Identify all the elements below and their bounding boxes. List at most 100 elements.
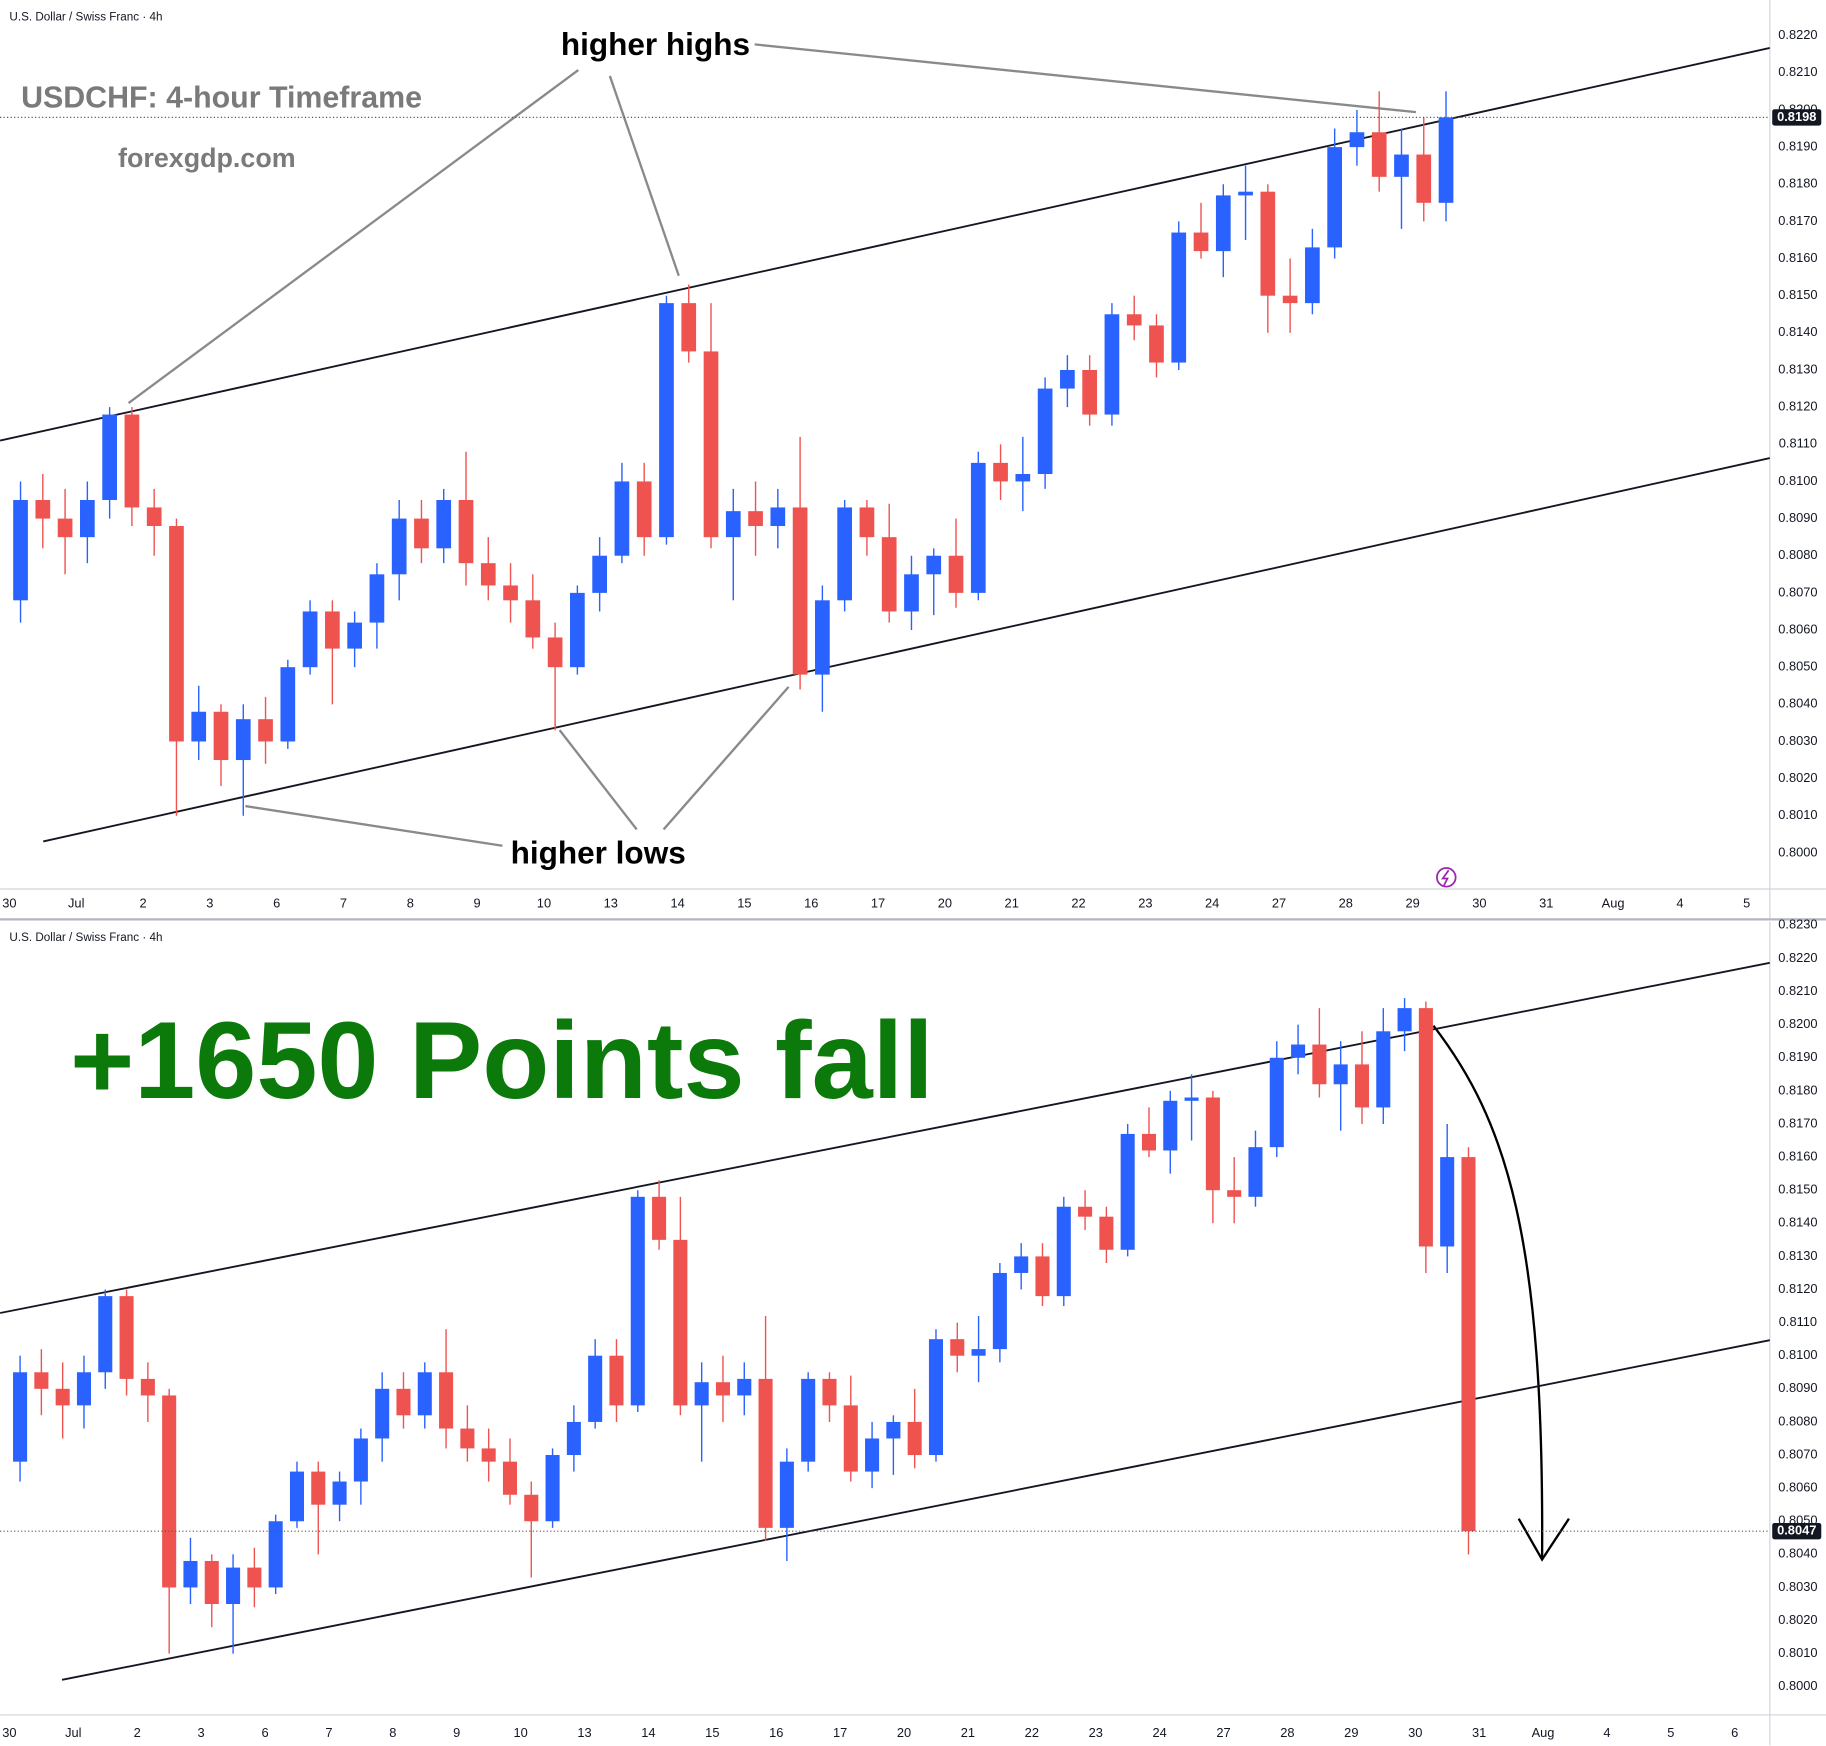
candle-body [191, 711, 207, 742]
y-tick-label: 0.8220 [1778, 950, 1817, 965]
candle-body [1438, 117, 1454, 203]
candle-body [843, 1405, 858, 1472]
x-tick-label: 21 [1005, 896, 1019, 911]
candle-body [353, 1438, 368, 1482]
candle-body [1060, 369, 1075, 389]
website: forexgdp.com [118, 143, 296, 173]
candle-body [703, 351, 719, 538]
annotation: higher lows [511, 834, 686, 870]
candle-body [1312, 1044, 1327, 1085]
x-tick-label: 8 [407, 896, 414, 911]
y-tick-label: 0.8010 [1778, 1645, 1817, 1660]
candle-body [907, 1421, 922, 1456]
candle-body [226, 1567, 241, 1605]
candle-body [992, 1272, 1007, 1350]
fall-arrow [1432, 1024, 1544, 1560]
x-tick-label: 13 [604, 896, 618, 911]
candle-body [1035, 1256, 1050, 1297]
x-tick-label: 14 [641, 1725, 655, 1740]
candle-body [1184, 1097, 1199, 1101]
candle-body [146, 507, 162, 527]
candle-body [458, 500, 474, 564]
candle-body [311, 1471, 326, 1505]
candle-body [609, 1355, 624, 1406]
y-tick-label: 0.8200 [1778, 1016, 1817, 1031]
alert-icon[interactable] [1436, 867, 1457, 888]
candle-body [1126, 314, 1142, 326]
candle-body [525, 600, 541, 638]
y-tick-label: 0.8150 [1778, 287, 1817, 302]
candle-body [247, 1567, 262, 1588]
y-tick-label: 0.8230 [1778, 917, 1817, 932]
candle-body [396, 1388, 411, 1416]
candle-body [13, 1372, 28, 1462]
y-tick-label: 0.8070 [1778, 1446, 1817, 1461]
annotation-pointer [662, 686, 790, 831]
x-tick-label: 28 [1339, 896, 1353, 911]
candle-body [636, 481, 652, 538]
y-tick-label: 0.8190 [1778, 138, 1817, 153]
candle-body [1354, 1064, 1370, 1108]
candle-body [592, 555, 607, 593]
candle-body [436, 500, 452, 549]
y-tick-label: 0.8110 [1779, 1314, 1817, 1329]
y-tick-label: 0.8020 [1778, 770, 1817, 785]
candle-body [1227, 1190, 1242, 1197]
candle-body [614, 481, 630, 556]
candle-body [13, 500, 28, 601]
x-tick-label: Aug [1602, 896, 1625, 911]
x-tick-label: 17 [833, 1725, 847, 1740]
candle-body [1394, 154, 1409, 177]
y-tick-label: 0.8220 [1778, 27, 1817, 42]
candle-body [76, 1372, 91, 1406]
trend-line [61, 1339, 1770, 1681]
x-tick-label: 16 [769, 1725, 783, 1740]
candle-body [758, 1378, 773, 1528]
alert-icon-bolt [1441, 869, 1450, 886]
candle-body [204, 1560, 219, 1605]
candle-body [332, 1481, 347, 1505]
candle-body [258, 719, 273, 742]
x-tick-label: 28 [1280, 1725, 1294, 1740]
candle-body [970, 462, 986, 593]
x-tick-label: 24 [1205, 896, 1219, 911]
candle-body [1120, 1133, 1135, 1250]
candle-body [391, 518, 407, 575]
candle-body [162, 1395, 177, 1588]
x-tick-label: 14 [670, 896, 684, 911]
x-tick-label: 9 [474, 896, 481, 911]
candle-body [1461, 1157, 1476, 1532]
candle-body [859, 507, 875, 538]
x-tick-label: 15 [737, 896, 751, 911]
y-tick-label: 0.8150 [1778, 1182, 1817, 1197]
y-tick-label: 0.8180 [1778, 176, 1817, 191]
candle-body [102, 414, 117, 501]
candle-body [1104, 314, 1120, 415]
annotation-pointer [558, 729, 638, 831]
y-tick-label: 0.8040 [1778, 1546, 1817, 1561]
x-tick-label: 10 [537, 896, 551, 911]
candle-body [213, 711, 229, 761]
x-tick-label: 3 [206, 896, 213, 911]
y-tick-label: 0.8060 [1778, 1480, 1817, 1495]
x-tick-label: 29 [1405, 896, 1419, 911]
candle-body [1082, 369, 1098, 415]
x-tick-label: 30 [1408, 1725, 1422, 1740]
x-tick-label: 30 [1472, 896, 1486, 911]
candle-body [1149, 325, 1164, 363]
annotation-pointer [608, 75, 680, 277]
y-tick-label: 0.8080 [1778, 547, 1817, 562]
x-tick-label: 30 [2, 896, 16, 911]
candle-body [815, 600, 830, 675]
x-tick-label: 7 [325, 1725, 332, 1740]
annotation-pointer [245, 804, 503, 847]
candle-body [570, 592, 585, 668]
last-price-label: 0.8198 [1777, 109, 1816, 124]
candle-body [837, 507, 852, 601]
y-tick-label: 0.8100 [1778, 1347, 1817, 1362]
candle-body [1238, 191, 1253, 196]
candle-body [1037, 388, 1053, 475]
